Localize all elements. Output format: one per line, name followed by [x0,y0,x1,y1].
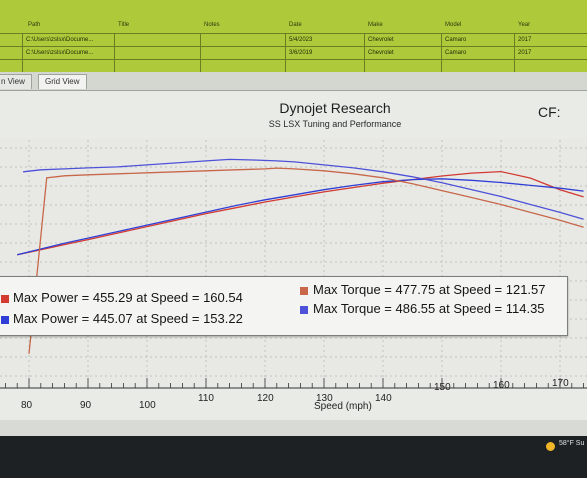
series-line-power-1 [17,178,584,256]
table-gridline [0,33,587,34]
cell-model: Camaro [445,37,467,43]
dyno-plot [0,138,587,389]
x-tick-label: 120 [257,393,274,404]
col-header-title[interactable]: Title [118,22,130,28]
cell-year: 2017 [518,50,532,56]
legend-entry: Max Power = 445.07 at Speed = 153.22 [13,311,243,326]
col-header-date[interactable]: Date [289,22,302,28]
cell-year: 2017 [518,37,532,43]
x-tick-label: 100 [139,400,156,411]
cell-path: C:\Users\zslsx\Docume... [26,50,94,56]
table-gridline [514,33,515,73]
table-gridline [364,33,365,73]
table-gridline [0,46,587,47]
view-tab-bar: n View Grid View [0,72,587,91]
legend-entry: Max Torque = 486.55 at Speed = 114.35 [313,301,545,316]
cell-path: C:\Users\zslsx\Docume... [26,37,94,43]
run-file-table: Path Title Notes Date Make Model Year C:… [0,0,587,73]
table-gridline [285,33,286,73]
cell-make: Chevrolet [368,37,394,43]
chart-legend: Max Power = 455.29 at Speed = 160.54 Max… [0,276,568,336]
cell-date: 3/6/2019 [289,50,313,56]
table-gridline [441,33,442,73]
taskbar [0,436,587,478]
plot-area [0,138,587,388]
col-header-notes[interactable]: Notes [204,22,220,28]
chart-subtitle: SS LSX Tuning and Performance [268,119,402,129]
table-gridline [200,33,201,73]
x-tick-label: 80 [21,400,33,411]
x-tick-label: 140 [375,393,392,404]
table-gridline [0,59,587,60]
col-header-year[interactable]: Year [518,22,531,28]
taskbar-weather[interactable]: 58°F Su [559,440,585,447]
x-axis-title: Speed (mph) [314,401,372,412]
x-tick-label: 160 [493,380,510,391]
col-header-path[interactable]: Path [28,22,41,28]
col-header-model[interactable]: Model [445,22,462,28]
cell-date: 5/4/2023 [289,37,313,43]
legend-entry: Max Torque = 477.75 at Speed = 121.57 [313,282,546,297]
lower-panel [0,420,587,436]
x-tick-label: 130 [316,393,333,404]
tab-grid-view[interactable]: Grid View [38,74,87,89]
legend-swatch [1,316,9,324]
x-tick-label: 150 [434,382,451,393]
series-line-power-0 [17,170,584,256]
col-header-make[interactable]: Make [368,22,383,28]
cell-model: Camaro [445,50,467,56]
correction-factor-label: CF: [538,104,561,120]
chart-title: Dynojet Research [279,100,391,116]
legend-swatch [1,295,9,303]
x-tick-label: 90 [80,400,92,411]
table-gridline [22,33,23,73]
tab-graph-view[interactable]: n View [0,74,32,89]
legend-entry: Max Power = 455.29 at Speed = 160.54 [13,290,243,305]
table-gridline [114,33,115,73]
series-line-torque-2 [28,167,584,354]
x-tick-label: 170 [552,378,569,389]
series-line-torque-3 [23,158,584,220]
weather-sun-icon[interactable] [546,442,555,451]
legend-swatch [300,306,308,314]
legend-swatch [300,287,308,295]
x-tick-label: 110 [198,393,214,404]
cell-make: Chevrolet [368,50,394,56]
